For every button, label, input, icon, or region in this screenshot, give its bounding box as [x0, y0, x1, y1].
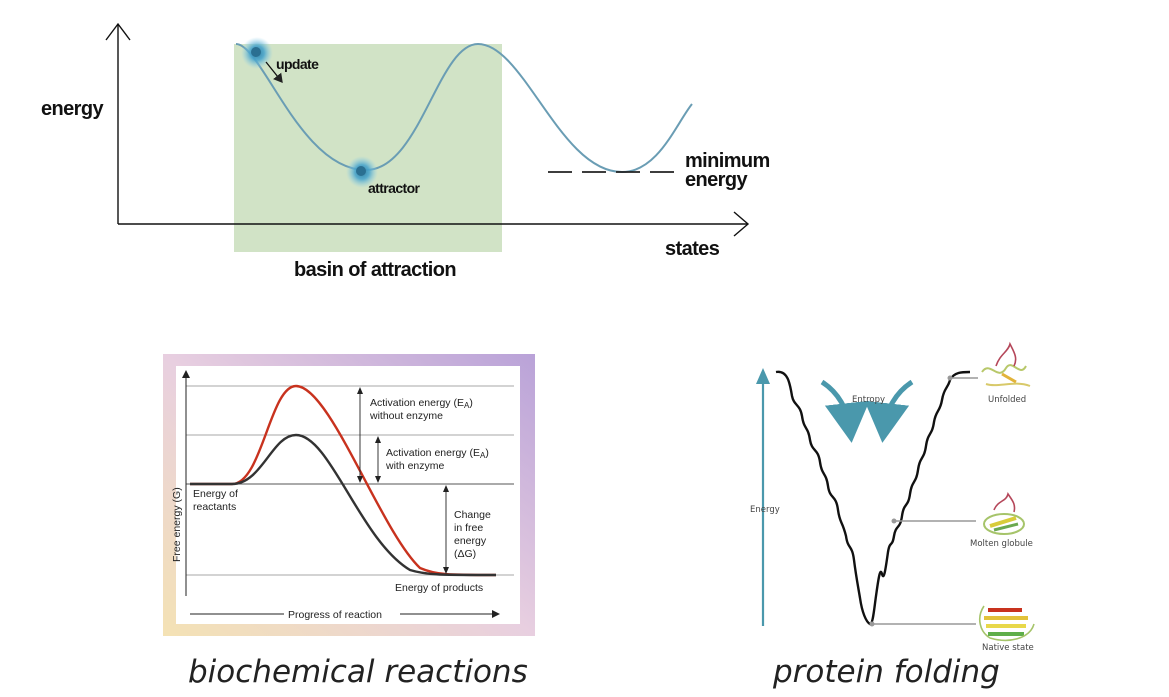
update-arrow — [265, 61, 283, 84]
folding-energy-label: Energy — [750, 505, 780, 515]
unfolded-pointer-dot — [947, 375, 953, 381]
activation-without-text: Activation energy (E — [370, 397, 464, 409]
reaction-x-axis-label: Progress of reaction — [288, 609, 382, 621]
molten-globule-icon — [983, 492, 1025, 535]
reactants-label-line1: Energy of — [193, 488, 238, 500]
minimum-label-line1: minimum — [685, 150, 770, 172]
y-axis-label: energy — [41, 98, 104, 120]
activation-with-text: Activation energy (E — [386, 447, 480, 459]
activation-with-label-line1: Activation energy (EA) — [386, 447, 489, 460]
caption-protein-folding: protein folding — [773, 654, 1000, 690]
reactants-label-line2: reactants — [193, 501, 236, 513]
unfolded-label: Unfolded — [988, 395, 1026, 405]
folding-funnel: Entropy Energy Unfolded Molten globule — [750, 341, 1035, 653]
x-axis-arrowhead-left — [492, 610, 500, 618]
unfolded-protein-icon — [981, 341, 1031, 387]
folding-energy-arrowhead — [756, 368, 770, 384]
native-label: Native state — [982, 643, 1034, 653]
minimum-label-line2: energy — [685, 169, 748, 191]
native-state-icon — [978, 605, 1035, 642]
activation-without-label-line2: without enzyme — [369, 410, 443, 422]
reaction-diagram: Activation energy (EA) without enzyme Ac… — [163, 354, 535, 636]
change-label-line2: in free — [454, 522, 483, 534]
x-axis-arrowhead — [733, 211, 750, 237]
attractor-label: attractor — [368, 180, 421, 196]
activation-without-close: ) — [469, 397, 473, 409]
x-axis-label: states — [665, 238, 720, 260]
activation-with-sub: A — [480, 451, 486, 460]
activation-without-sub: A — [464, 401, 470, 410]
reaction-y-axis-label: Free energy (G) — [171, 487, 183, 562]
energy-landscape: energy states update attractor minimum e… — [41, 22, 770, 281]
basin-region — [234, 44, 502, 252]
molten-pointer-dot — [891, 518, 897, 524]
activation-with-close: ) — [485, 447, 489, 459]
curve-without-enzyme — [190, 384, 497, 577]
entropy-label: Entropy — [852, 395, 885, 405]
funnel-curve — [775, 370, 971, 626]
products-label: Energy of products — [395, 582, 483, 594]
change-label-line4: (ΔG) — [454, 548, 476, 560]
basin-label: basin of attraction — [294, 259, 456, 281]
caption-biochemical-reactions: biochemical reactions — [188, 654, 528, 690]
update-ball-core — [251, 47, 261, 57]
energy-curve — [235, 42, 693, 174]
update-label: update — [276, 56, 319, 72]
change-label-line3: energy — [454, 535, 487, 547]
activation-with-label-line2: with enzyme — [385, 460, 445, 472]
y-axis-arrowhead-left — [182, 370, 190, 378]
molten-label: Molten globule — [970, 539, 1033, 549]
y-axis-arrowhead — [105, 22, 131, 41]
activation-without-label-line1: Activation energy (EA) — [370, 397, 473, 410]
native-pointer-dot — [869, 621, 875, 627]
entropy-arrow-left — [820, 379, 870, 443]
curve-with-enzyme — [190, 433, 497, 577]
entropy-arrow-right — [864, 379, 914, 443]
attractor-ball-core — [356, 166, 366, 176]
change-label-line1: Change — [454, 509, 491, 521]
